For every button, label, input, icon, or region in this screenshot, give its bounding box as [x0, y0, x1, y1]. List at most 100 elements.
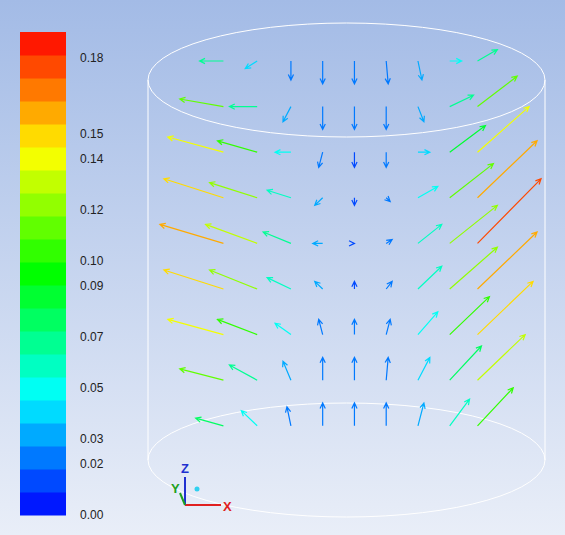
vector-arrow — [320, 61, 325, 84]
colorbar-band — [20, 423, 66, 447]
cylinder-bottom — [148, 403, 545, 517]
colorbar-band — [20, 101, 66, 125]
colorbar-band — [20, 331, 66, 355]
triad-x — [185, 504, 221, 506]
vector-arrow — [385, 61, 390, 84]
vector-arrow — [450, 346, 482, 380]
vector-arrow — [318, 319, 323, 334]
colorbar-label: 0.10 — [80, 254, 104, 268]
colorbar-band — [20, 285, 66, 309]
colorbar: 0.000.020.030.050.070.090.100.120.140.15… — [20, 32, 104, 522]
triad-label: Z — [181, 461, 189, 476]
vector-arrow — [168, 318, 224, 334]
vector-arrow — [164, 178, 224, 198]
vector-arrow — [450, 247, 498, 289]
vector-arrow — [418, 150, 430, 155]
vector-arrow — [450, 399, 470, 426]
triad-y — [180, 493, 185, 505]
colorbar-band — [20, 78, 66, 102]
vector-arrow — [196, 417, 224, 426]
colorbar-band — [20, 262, 66, 286]
colorbar-band — [20, 124, 66, 148]
vector-arrow — [478, 281, 534, 334]
cylinder-wall — [545, 80, 546, 460]
vector-arrow — [283, 107, 291, 122]
vector-arrow — [160, 223, 224, 243]
vector-arrow — [352, 281, 357, 289]
chart: 0.000.020.030.050.070.090.100.120.140.15… — [0, 0, 565, 535]
vector-arrow — [286, 407, 291, 426]
colorbar-band — [20, 32, 66, 56]
vector-arrow — [352, 152, 357, 167]
colorbar-label: 0.09 — [80, 279, 104, 293]
vector-arrow — [288, 61, 293, 80]
vector-arrow — [320, 357, 325, 380]
vector-arrow — [478, 335, 526, 381]
vector-arrow — [206, 224, 258, 244]
vector-arrow — [478, 388, 514, 426]
vector-arrow — [478, 232, 538, 289]
colorbar-label: 0.15 — [80, 127, 104, 141]
triad-label: Y — [171, 481, 180, 496]
vector-arrow — [418, 312, 438, 335]
vector-arrow — [210, 182, 258, 198]
colorbar-band — [20, 492, 66, 516]
colorbar-label: 0.00 — [80, 508, 104, 522]
vector-arrow — [384, 403, 389, 426]
colorbar-band — [20, 377, 66, 401]
vector-arrow — [386, 240, 392, 245]
cylinder-top — [148, 23, 545, 137]
vector-arrow — [210, 270, 258, 289]
vector-arrow — [450, 164, 494, 198]
colorbar-band — [20, 170, 66, 194]
colorbar-band — [20, 193, 66, 217]
vector-arrow — [450, 205, 498, 243]
vector-arrow — [352, 319, 357, 334]
colorbar-band — [20, 308, 66, 332]
vector-arrow — [384, 152, 389, 167]
vector-arrow — [180, 97, 224, 106]
colorbar-band — [20, 147, 66, 171]
background — [0, 0, 565, 535]
vector-arrow — [352, 198, 357, 206]
vector-arrow — [352, 403, 357, 426]
vector-arrow — [450, 126, 486, 153]
vector-arrow — [478, 107, 530, 153]
colorbar-band — [20, 469, 66, 493]
vector-arrow — [320, 107, 325, 130]
triad-dot — [195, 487, 200, 492]
colorbar-band — [20, 446, 66, 470]
colorbar-label: 0.14 — [80, 152, 104, 166]
vector-arrow — [450, 58, 462, 63]
colorbar-label: 0.02 — [80, 457, 104, 471]
vector-arrow — [418, 357, 430, 380]
colorbar-band — [20, 216, 66, 240]
colorbar-label: 0.07 — [80, 330, 104, 344]
vector-arrow — [418, 403, 425, 426]
colorbar-label: 0.03 — [80, 432, 104, 446]
colorbar-label: 0.12 — [80, 203, 104, 217]
vector-arrow — [352, 107, 357, 130]
vector-arrow — [386, 319, 391, 334]
vector-arrow — [418, 186, 438, 197]
vector-arrow — [200, 58, 224, 63]
vectors — [160, 50, 541, 426]
vector-arrow — [229, 104, 257, 109]
vector-arrow — [267, 189, 291, 197]
colorbar-band — [20, 354, 66, 378]
vector-arrow — [168, 136, 224, 152]
vector-arrow — [283, 361, 291, 380]
vector-arrow — [275, 150, 291, 155]
vector-arrow — [313, 241, 323, 246]
colorbar-band — [20, 239, 66, 263]
axis-triad: XYZ — [171, 461, 232, 514]
vector-arrow — [267, 278, 291, 289]
vector-arrow — [275, 323, 291, 334]
vector-arrow — [450, 95, 474, 106]
vector-arrow — [241, 411, 257, 426]
vector-arrow — [384, 107, 389, 130]
vector-arrow — [315, 198, 323, 206]
vector-arrow — [418, 61, 423, 80]
colorbar-frame — [20, 32, 66, 515]
vector-arrow — [315, 281, 323, 289]
